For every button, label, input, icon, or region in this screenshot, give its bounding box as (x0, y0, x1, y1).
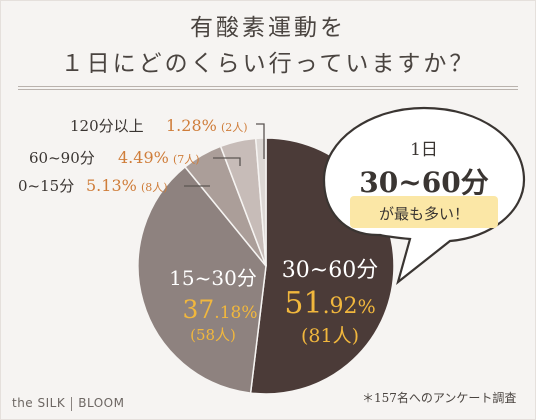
bubble-line-3: が最も多い！ (379, 205, 469, 223)
slice-15-30-count: (58人) (190, 326, 236, 344)
callout-60-90-count: (7人) (173, 153, 200, 166)
slice-30-60-pct-sym: % (358, 296, 376, 318)
leader-line-120 (256, 123, 265, 159)
callout-0-15-label: 0~15分 (18, 177, 74, 195)
pie-slice-1 (137, 165, 267, 394)
leader-lines (184, 123, 265, 187)
brand-logo: the SILK BLOOM (12, 396, 124, 411)
bubble-line-1: 1日 (410, 140, 438, 160)
slice-30-60-pct: 51.92% (284, 286, 375, 321)
slice-15-30-label: 15~30分 (169, 266, 257, 290)
brand-separator (71, 396, 73, 411)
slice-30-60-pct-int: 51 (284, 286, 322, 321)
slice-15-30-pct-int: 37 (182, 295, 214, 324)
survey-note: ＊157名へのアンケート調査 (362, 391, 517, 405)
brand-right: BLOOM (78, 396, 125, 410)
slice-15-30-pct: 37.18% (182, 295, 257, 324)
slice-30-60-label: 30~60分 (282, 258, 378, 283)
speech-bubble: 1日 30~60分 が最も多い！ (322, 106, 526, 285)
title-line-2: １日にどのくらい行っていますか？ (60, 51, 476, 77)
callout-60-90-pct: 4.49% (118, 148, 169, 167)
slice-15-30-pct-dec: .18 (214, 303, 241, 323)
bubble-highlight (350, 196, 498, 228)
callout-120-label: 120分以上 (70, 117, 144, 135)
brand-left: the SILK (12, 396, 66, 410)
callout-120-count: (2人) (221, 121, 248, 134)
title-rule-bottom (18, 89, 518, 90)
title-rule-top (18, 86, 518, 87)
callout-120-pct: 1.28% (166, 116, 217, 135)
callout-60-90-label: 60~90分 (29, 149, 95, 167)
callout-0-15-count: (8人) (141, 181, 168, 194)
pie-slice-4 (254, 137, 267, 267)
slice-15-30-pct-sym: % (241, 303, 257, 323)
bubble-shape (322, 106, 526, 285)
leader-line-60-90 (213, 157, 241, 166)
callout-0-15-pct: 5.13% (86, 176, 137, 195)
title-line-1: 有酸素運動を (190, 15, 346, 41)
slice-30-60-pct-dec: .92 (323, 294, 358, 319)
slice-30-60-count: (81人) (301, 325, 359, 347)
bubble-line-2: 30~60分 (359, 166, 488, 199)
